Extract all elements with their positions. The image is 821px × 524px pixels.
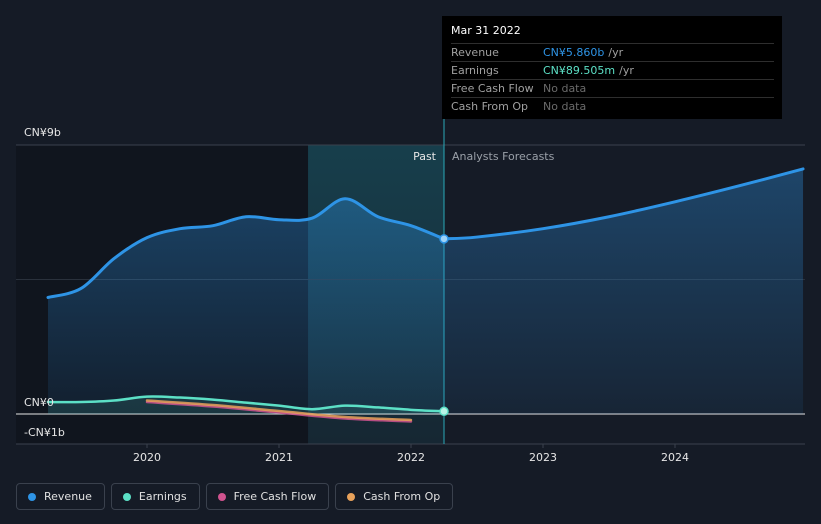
legend-item-earnings[interactable]: Earnings [110, 483, 200, 510]
x-tick-label: 2022 [397, 451, 425, 464]
legend: Revenue Earnings Free Cash Flow Cash Fro… [16, 483, 454, 510]
revenue-forecast-area [444, 168, 804, 414]
tooltip-label: Free Cash Flow [451, 82, 534, 95]
legend-label: Free Cash Flow [233, 490, 317, 503]
revenue-forecast-line [442, 167, 805, 241]
cash-from-op-line [145, 399, 413, 422]
tooltip-row-cash-from-op: Cash From Op No data [451, 97, 774, 115]
legend-item-cash-from-op[interactable]: Cash From Op [335, 483, 454, 510]
legend-label: Revenue [44, 490, 92, 503]
tooltip-value: No data [543, 100, 587, 113]
tooltip-value: CN¥89.505m [543, 64, 616, 77]
tooltip-row-earnings: Earnings CN¥89.505m/yr [451, 61, 774, 79]
y-label-zero: CN¥0 [24, 396, 54, 409]
revenue-marker [439, 234, 449, 244]
legend-dot-icon [28, 492, 36, 501]
legend-item-free-cash-flow[interactable]: Free Cash Flow [205, 483, 330, 510]
forecast-label: Analysts Forecasts [452, 150, 555, 163]
legend-label: Earnings [138, 490, 187, 503]
x-tick-label: 2020 [133, 451, 161, 464]
tooltip-row-free-cash-flow: Free Cash Flow No data [451, 79, 774, 97]
earnings-line [46, 395, 446, 413]
revenue-line [46, 197, 446, 299]
free-cash-flow-line [145, 400, 413, 423]
legend-item-revenue[interactable]: Revenue [16, 483, 105, 510]
tooltip-row-revenue: Revenue CN¥5.860b/yr [451, 43, 774, 61]
revenue-area [48, 198, 444, 414]
chart-area: CN¥9b CN¥0 -CN¥1b 2020 2021 2022 2023 2024 Past A… [16, 94, 805, 464]
legend-dot-icon [122, 492, 131, 501]
legend-dot-icon [217, 492, 226, 501]
tooltip-label: Cash From Op [451, 100, 529, 113]
tooltip-value: No data [543, 82, 587, 95]
tooltip-value: CN¥5.860b [543, 46, 605, 59]
legend-label: Cash From Op [363, 490, 441, 503]
x-tick-label: 2024 [661, 451, 689, 464]
tooltip-unit: /yr [608, 46, 624, 59]
tooltip-unit: /yr [619, 64, 634, 77]
tooltip-label: Earnings [451, 64, 499, 77]
x-tick-label: 2023 [529, 451, 557, 464]
past-label: Past [413, 150, 437, 163]
tooltip-panel: Mar 31 2022 Revenue CN¥5.860b/yr Earning… [442, 16, 782, 119]
legend-dot-icon [347, 492, 356, 501]
y-label-negative: -CN¥1b [24, 426, 65, 439]
tooltip-label: Revenue [451, 46, 499, 59]
tooltip-date: Mar 31 2022 [451, 24, 521, 37]
x-tick-label: 2021 [265, 451, 293, 464]
y-label-top: CN¥9b [24, 126, 61, 139]
earnings-marker [439, 406, 449, 417]
